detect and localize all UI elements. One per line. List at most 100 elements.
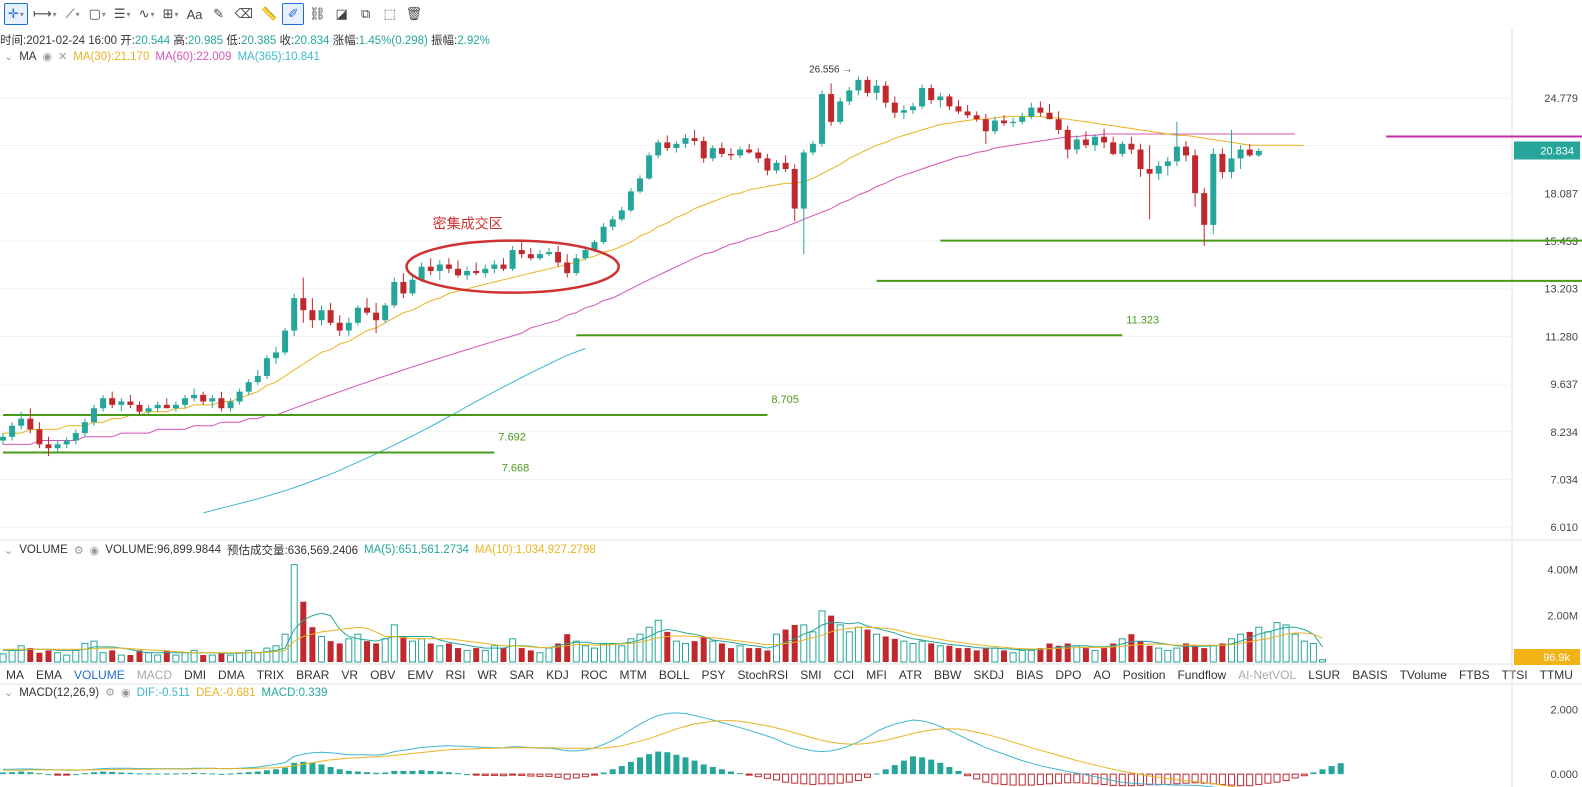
candle-body xyxy=(900,110,907,113)
trash-tool-button[interactable]: 🗑 xyxy=(403,3,426,25)
candle-body xyxy=(527,254,534,259)
volume-bar xyxy=(736,645,744,663)
collapse-caret-icon[interactable]: ⌄ xyxy=(4,51,14,63)
visibility-eye-icon[interactable]: ◉ xyxy=(89,544,100,557)
volume-bar xyxy=(1146,645,1153,662)
indicator-tab-smi[interactable]: SMI xyxy=(800,668,822,682)
eraser-tool-button[interactable]: ⌫ xyxy=(232,3,256,25)
indicator-tab-ftbs[interactable]: FTBS xyxy=(1458,668,1490,682)
visibility-eye-icon[interactable]: ◉ xyxy=(42,51,53,63)
ruler-tool-button[interactable]: 📏 xyxy=(258,3,280,25)
macd-bar xyxy=(1091,773,1099,785)
rectangle-tool-button[interactable]: ▢ ▾ xyxy=(86,3,109,25)
indicator-tab-rsi[interactable]: RSI xyxy=(445,668,466,682)
candle-body xyxy=(1155,165,1162,174)
indicator-tab-sar[interactable]: SAR xyxy=(509,668,535,682)
indicator-tab-cci[interactable]: CCI xyxy=(833,668,855,682)
wave-pattern-tool-button[interactable]: ∿ ▾ xyxy=(136,3,158,25)
indicator-tab-dmi[interactable]: DMI xyxy=(184,668,207,682)
indicator-tab-skdj[interactable]: SKDJ xyxy=(973,668,1005,682)
chevron-down-icon[interactable]: ▾ xyxy=(52,9,57,19)
indicator-tab-tvolume[interactable]: TVolume xyxy=(1399,668,1447,682)
brush-tool-button[interactable]: ✎ xyxy=(208,3,230,25)
indicator-tab-ttsi[interactable]: TTSI xyxy=(1501,668,1528,682)
indicator-tab-basis[interactable]: BASIS xyxy=(1352,668,1388,682)
candle-body xyxy=(1183,146,1189,156)
chevron-down-icon[interactable]: ▾ xyxy=(174,9,179,19)
candle-body xyxy=(637,178,643,192)
volume-bar xyxy=(290,564,298,663)
indicator-tab-trix[interactable]: TRIX xyxy=(256,668,285,682)
candle-body xyxy=(436,264,443,271)
settings-gear-icon[interactable]: ⚙ xyxy=(73,544,84,557)
indicator-tab-ttmu[interactable]: TTMU xyxy=(1539,668,1573,682)
macd-bar xyxy=(481,773,489,776)
settings-gear-icon[interactable]: ⚙ xyxy=(105,687,115,699)
indicator-tab-position[interactable]: Position xyxy=(1122,668,1166,682)
trend-line-tool-button[interactable]: ⟋ ▾ xyxy=(62,3,84,25)
text-tool-tool-button[interactable]: Aa xyxy=(184,3,206,25)
candle-body xyxy=(1064,129,1071,150)
macd-dif-value: DIF:-0.511 xyxy=(136,686,191,699)
indicator-tab-boll[interactable]: BOLL xyxy=(658,668,690,682)
measure-tool-button[interactable]: ⊞ ▾ xyxy=(160,3,182,25)
close-icon[interactable]: ✕ xyxy=(58,51,68,63)
indicator-tab-roc[interactable]: ROC xyxy=(580,668,608,682)
parallel-lines-tool-button[interactable]: ☰ ▾ xyxy=(111,3,134,25)
indicator-tab-dpo[interactable]: DPO xyxy=(1055,668,1082,682)
pen-active-tool-button[interactable]: ✐ xyxy=(282,3,305,25)
indicator-tab-ai-netvol[interactable]: AI-NetVOL xyxy=(1238,668,1297,682)
indicator-tab-macd[interactable]: MACD xyxy=(136,668,173,682)
chevron-down-icon[interactable]: ▾ xyxy=(150,9,155,19)
volume-bar xyxy=(564,634,571,662)
macd-bar xyxy=(191,772,198,775)
macd-bar xyxy=(591,773,598,776)
indicator-tab-bbw[interactable]: BBW xyxy=(934,668,962,682)
volume-tick-label: 4.00M xyxy=(1547,564,1578,576)
candle-body xyxy=(1237,149,1244,159)
volume-bar xyxy=(354,633,362,663)
indicator-tab-obv[interactable]: OBV xyxy=(370,668,396,682)
indicator-tab-atr[interactable]: ATR xyxy=(898,668,923,682)
indicator-tab-bias[interactable]: BIAS xyxy=(1016,668,1044,682)
indicator-tab-emv[interactable]: EMV xyxy=(407,668,434,682)
indicator-tab-ema[interactable]: EMA xyxy=(36,668,63,682)
indicator-tab-mfi[interactable]: MFI xyxy=(866,668,887,682)
indicator-tab-ma[interactable]: MA xyxy=(6,668,24,682)
indicator-tab-stochrsi[interactable]: StochRSI xyxy=(737,668,789,682)
indicator-tab-vr[interactable]: VR xyxy=(341,668,359,682)
volume-bar xyxy=(218,652,225,662)
indicator-tab-mtm[interactable]: MTM xyxy=(619,668,647,682)
indicator-tab-dma[interactable]: DMA xyxy=(218,668,245,682)
volume-bar xyxy=(1009,652,1017,663)
macd-bar xyxy=(364,772,370,775)
chevron-down-icon[interactable]: ▾ xyxy=(75,9,80,19)
chevron-down-icon[interactable]: ▾ xyxy=(101,9,106,19)
indicator-tab-lsur[interactable]: LSUR xyxy=(1308,668,1341,682)
indicator-tab-psy[interactable]: PSY xyxy=(701,668,726,682)
indicator-tab-ao[interactable]: AO xyxy=(1093,668,1111,682)
collapse-caret-icon[interactable]: ⌄ xyxy=(4,544,14,557)
indicator-tab-wr[interactable]: WR xyxy=(477,668,498,682)
indicator-tab-volume[interactable]: VOLUME xyxy=(74,668,125,682)
macd-legend: ⌄ MACD(12,26,9) ⚙ ◉ DIF:-0.511 DEA:-0.68… xyxy=(4,686,327,700)
macd-bar xyxy=(136,773,143,775)
volume-bar xyxy=(691,641,698,662)
indicator-tab-fundflow[interactable]: Fundflow xyxy=(1177,668,1227,682)
candle-body xyxy=(1255,150,1262,156)
indicator-tab-brar[interactable]: BRAR xyxy=(296,668,330,682)
macd-bar xyxy=(154,773,161,775)
screenshot-tool-button[interactable]: ⬚ xyxy=(379,3,401,25)
horizontal-ray-tool-button[interactable]: ⟼ ▾ xyxy=(30,3,60,25)
lock-drawing-tool-button[interactable]: ⛓ xyxy=(306,3,329,25)
visibility-eye-icon[interactable]: ◉ xyxy=(120,687,131,699)
hide-drawing-tool-button[interactable]: ◪ xyxy=(331,3,353,25)
collapse-caret-icon[interactable]: ⌄ xyxy=(4,687,14,699)
copy-tool-button[interactable]: ⧉ xyxy=(355,3,377,25)
price-tick-label: 9.637 xyxy=(1550,379,1578,391)
crosshair-tool-button[interactable]: ✛ ▾ xyxy=(4,3,28,25)
chevron-down-icon[interactable]: ▾ xyxy=(19,9,24,19)
chevron-down-icon[interactable]: ▾ xyxy=(126,9,131,19)
indicator-tab-kdj[interactable]: KDJ xyxy=(546,668,569,682)
